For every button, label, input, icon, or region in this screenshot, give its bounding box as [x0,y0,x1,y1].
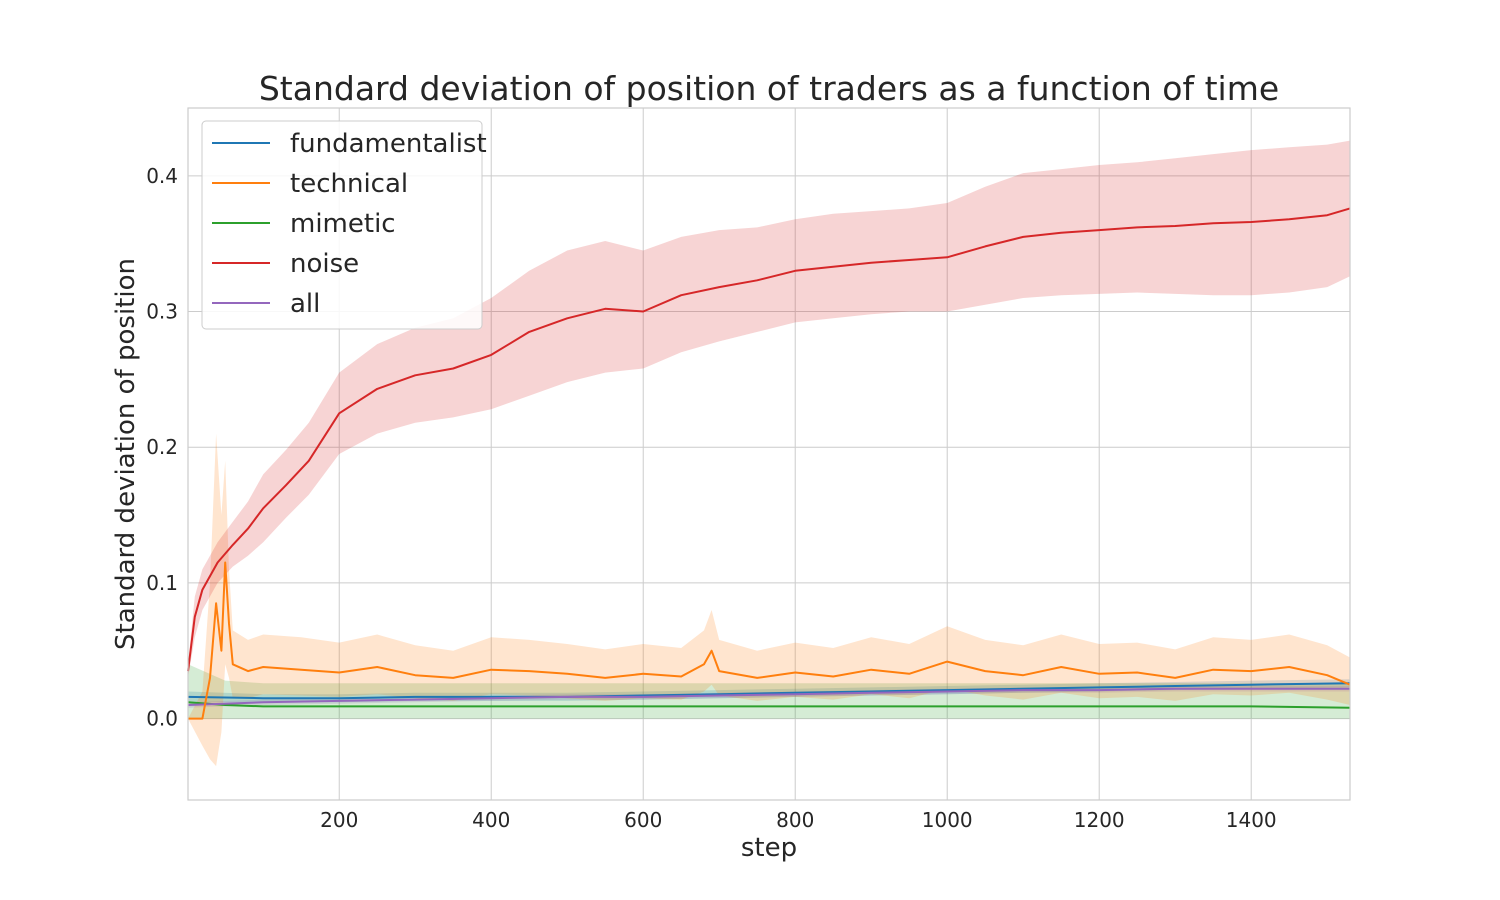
legend-label-fundamentalist: fundamentalist [290,129,487,159]
series-lines [187,207,1351,720]
plot-area [187,107,1351,801]
x-tick-label: 1000 [922,808,973,832]
x-tick-label: 600 [624,808,662,832]
y-tick-label: 0.1 [146,571,178,595]
band-mimetic [188,664,1350,719]
series-line-fundamentalist [187,682,1351,700]
x-tick-label: 1200 [1074,808,1125,832]
x-tick-label: 800 [776,808,814,832]
series-line-all [187,687,1350,706]
y-tick-label: 0.4 [146,164,178,188]
band-all [188,686,1350,708]
series-line-mimetic [187,701,1351,709]
x-axis-label: step [741,833,797,863]
y-tick-label: 0.2 [146,435,178,459]
legend-label-all: all [290,289,320,319]
y-axis-label: Standard deviation of position [111,258,141,650]
y-tick-label: 0.0 [146,707,178,731]
band-noise [188,140,1350,678]
legend-label-technical: technical [290,169,408,199]
legend-label-mimetic: mimetic [290,209,396,239]
series-line-noise [187,207,1351,672]
legend-box [201,120,483,330]
legend-label-noise: noise [290,249,359,279]
legend: fundamentalist technical mimetic noise all [201,120,487,330]
x-tick-label: 200 [320,808,358,832]
y-tick-labels: 0.0 0.1 0.2 0.3 0.4 [146,164,178,731]
x-tick-label: 400 [472,808,510,832]
y-tick-label: 0.3 [146,300,178,324]
x-tick-label: 1400 [1226,808,1277,832]
series-line-technical [188,561,1351,720]
x-tick-labels: 200 400 600 800 1000 1200 1400 [320,808,1277,832]
chart-title: Standard deviation of position of trader… [259,69,1279,108]
band-technical [188,433,1350,767]
